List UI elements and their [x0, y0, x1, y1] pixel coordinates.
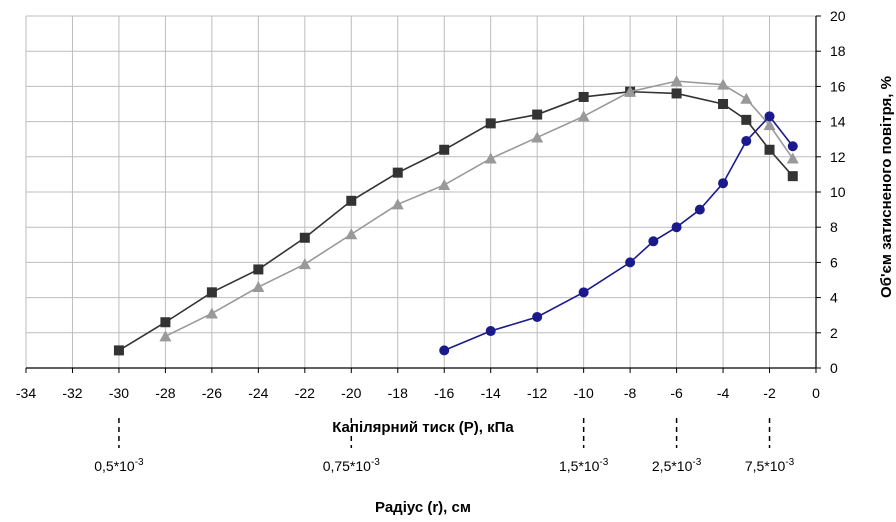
series-3-point — [718, 178, 729, 189]
series-1-point — [532, 109, 543, 120]
series-2-point — [252, 281, 265, 293]
series-2-point — [391, 198, 404, 210]
radius-label-exponent: -3 — [599, 457, 608, 468]
series-1-point — [346, 195, 357, 206]
series-3-point — [439, 345, 450, 356]
x-tick-label: -22 — [295, 385, 315, 401]
y-tick-label: 16 — [830, 78, 846, 94]
series-2-point — [438, 178, 451, 190]
x-tick-label: 0 — [812, 385, 820, 401]
series-1-point — [299, 232, 310, 243]
x-tick-label: -28 — [155, 385, 175, 401]
series-2-line — [165, 80, 794, 338]
radius-markers: 0,5*10-3 0,75*10-3 1,5*10-3 2,5*10-3 7,5*10-… — [94, 418, 795, 474]
series-3-point — [578, 287, 589, 298]
series-1-point — [160, 317, 171, 328]
series-1-line — [118, 90, 794, 352]
x-tick-label: -8 — [624, 385, 637, 401]
series-1-point — [206, 287, 217, 298]
series-1-point — [578, 91, 589, 102]
x-tick-label: -30 — [109, 385, 129, 401]
x-tick-label: -24 — [248, 385, 268, 401]
series-1-point — [718, 99, 729, 109]
series-3-point — [625, 257, 636, 268]
x-tick-label: -34 — [16, 385, 36, 401]
radius-label-exponent: -3 — [371, 457, 380, 468]
x-tick-label: -20 — [341, 385, 361, 401]
series-2-point — [205, 307, 218, 319]
x-tick-label: -4 — [717, 385, 730, 401]
radius-label: 0,75*10-3 — [323, 457, 381, 474]
series-1-point — [764, 144, 775, 155]
radius-label-exponent: -3 — [692, 457, 701, 468]
series-2-point — [717, 78, 730, 90]
y-tick-label: 0 — [830, 360, 838, 376]
x-tick-label: -32 — [62, 385, 82, 401]
series-1-point — [671, 88, 682, 99]
x-tick-label: -12 — [527, 385, 547, 401]
series-3-point — [764, 111, 775, 122]
x-tick-label: -6 — [670, 385, 683, 401]
y-tick-label: 2 — [830, 325, 838, 341]
x-axis-title: Капілярний тиск (Р), кПа — [332, 419, 514, 436]
x-tick-label: -16 — [434, 385, 454, 401]
radius-label: 0,5*10-3 — [94, 457, 144, 474]
series-3-line — [443, 115, 794, 352]
y-tick-label: 12 — [830, 149, 846, 165]
series-2-point — [577, 110, 590, 122]
radius-label: 2,5*10-3 — [652, 457, 702, 474]
x-tick-label: -26 — [202, 385, 222, 401]
gridlines — [25, 15, 817, 369]
series-3-point — [671, 222, 682, 233]
series-2-point — [740, 92, 753, 104]
series-2-point — [763, 119, 776, 131]
series-2-point — [484, 152, 497, 164]
series-1-point — [253, 264, 264, 275]
series-3-point — [741, 135, 752, 146]
series-2-point — [159, 330, 172, 342]
y-tick-label: 20 — [830, 8, 846, 24]
series-2-point — [345, 228, 358, 240]
series-2-point — [298, 258, 311, 270]
y-tick-label: 4 — [830, 290, 838, 306]
series-1-point — [787, 171, 798, 182]
axes: -34 -32 -30 -28 -26 -24 -22 -20 -18 -16 -14 -12 -10-… — [16, 8, 846, 401]
x-tick-label: -18 — [388, 385, 408, 401]
series-3-point — [648, 236, 659, 247]
series-3-point — [532, 311, 543, 322]
y-tick-label: 14 — [830, 114, 846, 130]
series-layer — [113, 75, 799, 356]
radius-label: 1,5*10-3 — [559, 457, 609, 474]
series-1-point — [392, 167, 403, 178]
series-3-point — [787, 141, 798, 152]
radius-label-exponent: -3 — [135, 457, 144, 468]
y-tick-label: 18 — [830, 43, 846, 59]
series-2-point — [786, 152, 799, 164]
radius-label-exponent: -3 — [785, 457, 794, 468]
y-axis-title: Об'єм затисненого повітря, % — [878, 76, 895, 298]
x-tick-label: -10 — [574, 385, 594, 401]
series-1-point — [439, 144, 450, 155]
series-1-point — [741, 114, 752, 125]
y-tick-label: 6 — [830, 254, 838, 270]
y-tick-label: 8 — [830, 219, 838, 235]
radius-label: 7,5*10-3 — [745, 457, 795, 474]
series-1-point — [113, 345, 124, 356]
y-tick-label: 10 — [830, 184, 846, 200]
series-2-point — [624, 85, 637, 97]
x-tick-label: -2 — [763, 385, 776, 401]
secondary-x-axis-title: Радіус (r), см — [375, 499, 471, 516]
series-3-point — [694, 204, 705, 215]
x-tick-label: -14 — [481, 385, 501, 401]
series-1-point — [485, 118, 496, 129]
series-2-point — [670, 75, 683, 87]
series-2-point — [531, 131, 544, 143]
series-3-point — [485, 326, 496, 337]
